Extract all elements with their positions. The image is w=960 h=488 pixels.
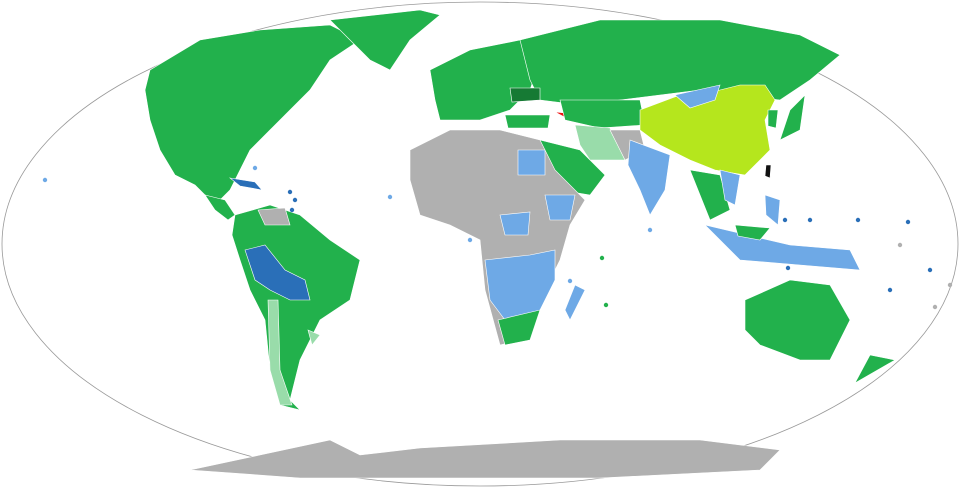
region-new-zealand	[854, 354, 896, 384]
region-malaysia	[734, 224, 771, 241]
region-philippines	[764, 194, 781, 226]
region-egypt	[517, 149, 546, 176]
island-marker	[647, 227, 653, 233]
island-marker	[599, 255, 605, 261]
island-marker	[887, 287, 893, 293]
region-southern-africa	[484, 249, 556, 321]
region-north-america	[144, 24, 361, 201]
island-marker	[567, 278, 573, 284]
region-vietnam-laos	[719, 169, 741, 206]
region-ukraine	[509, 87, 541, 103]
region-russia	[519, 19, 841, 106]
island-marker	[897, 242, 903, 248]
island-marker	[287, 189, 293, 195]
region-peru-bolivia	[244, 244, 311, 301]
region-central-africa	[499, 211, 531, 236]
region-ethiopia	[544, 194, 576, 221]
island-marker	[467, 237, 473, 243]
island-marker	[387, 194, 393, 200]
island-marker	[603, 302, 609, 308]
island-marker	[927, 267, 933, 273]
island-marker	[782, 217, 788, 223]
island-marker	[807, 217, 813, 223]
region-uruguay	[307, 329, 321, 346]
region-antarctica	[189, 439, 781, 479]
region-greenland	[329, 9, 441, 71]
region-taiwan	[764, 164, 772, 179]
region-turkey	[504, 114, 551, 129]
region-australia	[744, 279, 851, 361]
region-south-africa	[497, 309, 541, 346]
region-southeast-asia	[689, 169, 731, 221]
region-india	[627, 139, 671, 216]
region-central-america	[204, 194, 236, 221]
region-mongolia	[674, 84, 721, 109]
region-venezuela	[257, 207, 291, 226]
region-korea	[767, 109, 779, 129]
island-marker	[252, 165, 258, 171]
island-marker	[947, 282, 953, 288]
region-chile	[267, 299, 293, 406]
region-japan	[779, 94, 806, 141]
island-marker	[292, 197, 298, 203]
island-marker	[905, 219, 911, 225]
region-central-asia	[559, 99, 646, 129]
island-marker	[289, 207, 295, 213]
island-marker	[785, 265, 791, 271]
island-marker	[932, 304, 938, 310]
region-china	[639, 84, 776, 176]
island-marker	[42, 177, 48, 183]
region-madagascar	[564, 284, 586, 321]
region-caribbean	[228, 177, 263, 191]
island-marker	[855, 217, 861, 223]
